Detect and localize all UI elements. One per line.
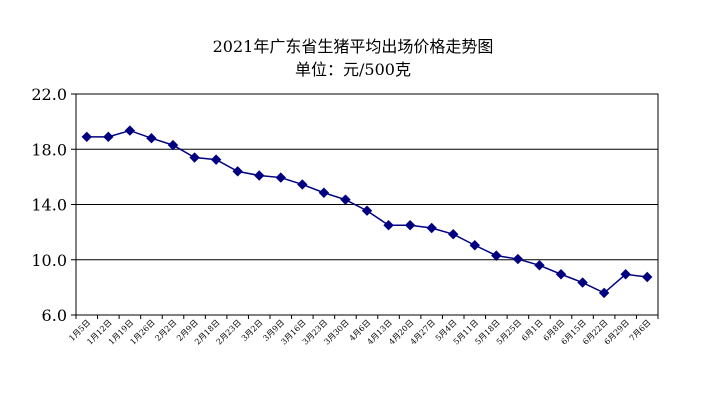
data-point [81, 131, 92, 143]
data-point [167, 139, 179, 151]
y-tick-label: 22.0 [31, 85, 67, 104]
data-point [254, 170, 265, 181]
data-point [189, 152, 200, 163]
data-point [404, 220, 416, 231]
chart-subtitle: 单位：元/500克 [295, 60, 411, 79]
data-point [469, 240, 480, 251]
x-tick-label: 3月2日 [240, 318, 265, 343]
y-tick-label: 10.0 [31, 251, 67, 270]
y-tick-label: 18.0 [31, 140, 67, 159]
data-point [146, 132, 157, 144]
data-point [448, 228, 459, 240]
data-point [361, 205, 373, 216]
data-point [124, 125, 136, 136]
data-point [491, 250, 502, 261]
x-tick-label: 2月2日 [154, 318, 179, 343]
chart-title: 2021年广东省生猪平均出场价格走势图 [212, 37, 494, 56]
data-point [340, 194, 351, 205]
data-point [297, 179, 308, 190]
data-point [555, 269, 567, 280]
data-point [383, 220, 394, 231]
data-point [534, 260, 545, 271]
data-point [642, 271, 653, 283]
data-point [275, 172, 286, 183]
data-point [232, 166, 243, 177]
data-point [512, 253, 524, 265]
data-point [577, 277, 588, 288]
data-point [103, 131, 114, 143]
data-point [598, 287, 610, 299]
data-point [318, 187, 330, 198]
x-tick-label: 7月6日 [628, 318, 653, 343]
y-tick-label: 14.0 [31, 196, 67, 215]
y-tick-label: 6.0 [42, 306, 67, 325]
x-tick-label: 6月1日 [520, 318, 545, 343]
plot-frame [75, 93, 659, 316]
data-point [620, 269, 631, 280]
data-point [426, 222, 437, 234]
data-point [210, 154, 222, 165]
